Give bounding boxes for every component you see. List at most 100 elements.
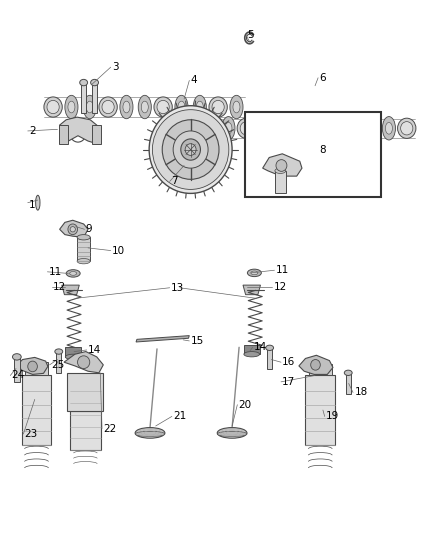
Bar xyxy=(77,237,90,261)
Text: 11: 11 xyxy=(276,265,289,275)
Ellipse shape xyxy=(123,101,130,113)
Ellipse shape xyxy=(258,117,271,140)
Ellipse shape xyxy=(80,79,88,86)
Text: 15: 15 xyxy=(191,336,204,346)
Bar xyxy=(92,125,101,144)
Polygon shape xyxy=(17,358,48,374)
Ellipse shape xyxy=(314,123,321,134)
Ellipse shape xyxy=(233,101,240,113)
Ellipse shape xyxy=(367,123,374,134)
Ellipse shape xyxy=(66,270,80,277)
Bar xyxy=(70,411,101,450)
Bar xyxy=(267,348,272,369)
Ellipse shape xyxy=(212,100,224,114)
Text: 8: 8 xyxy=(319,144,326,155)
Ellipse shape xyxy=(251,271,258,274)
Text: 22: 22 xyxy=(103,424,117,434)
Bar xyxy=(56,352,61,373)
Text: 17: 17 xyxy=(283,377,296,387)
Bar xyxy=(346,373,351,394)
Ellipse shape xyxy=(35,195,40,210)
Ellipse shape xyxy=(91,79,99,86)
Text: 14: 14 xyxy=(88,345,101,355)
Text: 3: 3 xyxy=(112,62,119,72)
Ellipse shape xyxy=(68,224,78,235)
Ellipse shape xyxy=(293,122,306,135)
Polygon shape xyxy=(136,336,189,342)
Ellipse shape xyxy=(244,352,260,357)
Ellipse shape xyxy=(68,101,75,113)
Ellipse shape xyxy=(398,118,416,139)
Ellipse shape xyxy=(47,100,59,114)
Text: 21: 21 xyxy=(173,411,187,422)
Ellipse shape xyxy=(157,100,169,114)
Bar xyxy=(81,84,86,114)
Text: 4: 4 xyxy=(191,76,197,85)
Text: 13: 13 xyxy=(171,283,184,293)
Ellipse shape xyxy=(185,144,196,156)
Ellipse shape xyxy=(162,120,219,179)
Ellipse shape xyxy=(276,117,289,140)
Ellipse shape xyxy=(70,227,75,232)
Ellipse shape xyxy=(332,123,339,134)
Ellipse shape xyxy=(187,122,199,135)
Ellipse shape xyxy=(364,117,378,140)
Ellipse shape xyxy=(237,118,255,139)
Text: 25: 25 xyxy=(51,360,64,370)
Ellipse shape xyxy=(99,97,117,117)
Text: 14: 14 xyxy=(254,342,267,352)
Ellipse shape xyxy=(275,168,286,173)
Bar xyxy=(21,375,51,445)
Ellipse shape xyxy=(152,110,229,189)
Ellipse shape xyxy=(86,101,93,113)
Ellipse shape xyxy=(261,123,268,134)
Ellipse shape xyxy=(222,117,235,140)
Text: 12: 12 xyxy=(53,282,66,292)
Ellipse shape xyxy=(311,360,320,370)
Text: 24: 24 xyxy=(12,370,25,381)
Ellipse shape xyxy=(276,160,287,171)
Ellipse shape xyxy=(178,101,185,113)
Text: 1: 1 xyxy=(29,200,36,211)
Text: 12: 12 xyxy=(274,282,287,292)
Ellipse shape xyxy=(290,118,309,139)
Ellipse shape xyxy=(266,345,274,351)
Bar xyxy=(245,112,381,197)
Ellipse shape xyxy=(311,117,324,140)
Text: 7: 7 xyxy=(171,176,177,187)
Text: 23: 23 xyxy=(25,429,38,439)
Bar xyxy=(67,373,103,411)
Ellipse shape xyxy=(102,100,114,114)
Ellipse shape xyxy=(77,235,90,240)
Ellipse shape xyxy=(135,431,165,437)
Ellipse shape xyxy=(65,95,78,119)
Ellipse shape xyxy=(217,427,247,438)
Ellipse shape xyxy=(184,118,202,139)
Ellipse shape xyxy=(138,95,151,119)
Ellipse shape xyxy=(225,123,232,134)
Bar xyxy=(65,348,81,357)
Polygon shape xyxy=(64,352,103,373)
Text: 2: 2 xyxy=(29,126,36,136)
Text: 18: 18 xyxy=(354,387,367,398)
Ellipse shape xyxy=(28,361,37,372)
Bar xyxy=(309,364,332,375)
Ellipse shape xyxy=(207,123,214,134)
Text: 19: 19 xyxy=(326,411,339,422)
Polygon shape xyxy=(60,117,97,144)
Ellipse shape xyxy=(279,123,286,134)
Ellipse shape xyxy=(77,259,90,264)
Bar xyxy=(59,125,68,144)
Ellipse shape xyxy=(175,95,188,119)
Polygon shape xyxy=(263,154,302,176)
Ellipse shape xyxy=(12,354,21,360)
Ellipse shape xyxy=(135,427,165,438)
Ellipse shape xyxy=(55,349,63,354)
Ellipse shape xyxy=(401,122,413,135)
Ellipse shape xyxy=(217,431,247,437)
Ellipse shape xyxy=(141,101,148,113)
Ellipse shape xyxy=(196,101,203,113)
Ellipse shape xyxy=(329,117,342,140)
Ellipse shape xyxy=(385,123,392,134)
Text: 20: 20 xyxy=(239,400,252,410)
